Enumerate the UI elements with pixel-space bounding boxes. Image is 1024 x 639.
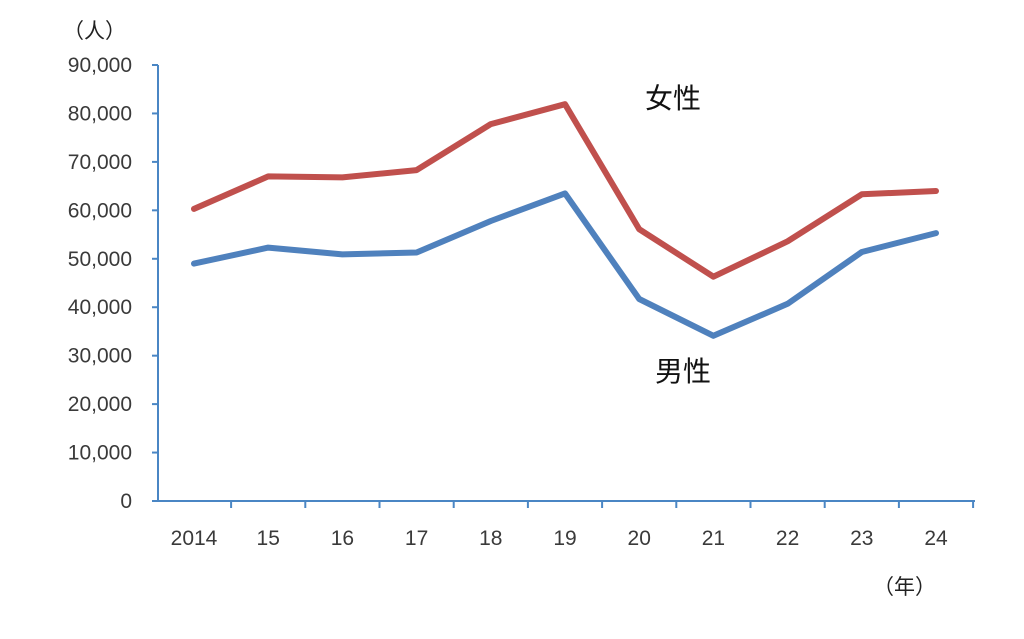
y-axis-unit-label: （人） — [63, 19, 126, 43]
x-tick-label: 17 — [405, 527, 428, 550]
x-tick-label: 22 — [776, 527, 799, 550]
x-tick-label: 24 — [924, 527, 948, 550]
series-label-male: 男性 — [655, 355, 711, 388]
y-tick-label: 50,000 — [68, 248, 132, 271]
y-tick-label: 80,000 — [68, 102, 132, 125]
x-axis-unit-label: （年） — [873, 575, 936, 599]
y-tick-label: 40,000 — [68, 296, 132, 319]
data-point — [636, 226, 642, 232]
data-point — [339, 251, 345, 257]
data-point — [191, 206, 197, 212]
data-point — [265, 245, 271, 251]
data-point — [785, 238, 791, 244]
data-point — [933, 230, 939, 236]
y-axis-ticks: 0 10,000 20,000 30,000 40,000 50,000 60,000 70,… — [68, 54, 158, 513]
y-tick-label: 70,000 — [68, 151, 132, 174]
data-point — [265, 173, 271, 179]
data-point — [933, 188, 939, 194]
x-axis-ticks: 2014 15 16 17 18 19 20 21 22 23 24 — [171, 501, 975, 550]
data-point — [859, 249, 865, 255]
x-tick-label: 2014 — [171, 527, 218, 550]
x-tick-label: 20 — [628, 527, 651, 550]
data-point — [710, 333, 716, 339]
y-tick-label: 10,000 — [68, 442, 132, 465]
data-point — [710, 274, 716, 280]
data-point — [488, 121, 494, 127]
y-tick-label: 90,000 — [68, 54, 132, 77]
x-tick-label: 15 — [257, 527, 280, 550]
chart-axes — [157, 65, 975, 502]
data-point — [785, 301, 791, 307]
data-point — [488, 218, 494, 224]
x-tick-label: 19 — [553, 527, 576, 550]
x-tick-label: 16 — [331, 527, 354, 550]
data-point — [414, 249, 420, 255]
data-point — [562, 190, 568, 196]
data-point — [414, 167, 420, 173]
x-tick-label: 21 — [702, 527, 725, 550]
y-tick-label: 0 — [120, 490, 132, 513]
y-tick-label: 30,000 — [68, 345, 132, 368]
y-tick-label: 60,000 — [68, 199, 132, 222]
data-point — [191, 261, 197, 267]
series-lines — [191, 101, 939, 339]
data-point — [339, 174, 345, 180]
data-point — [562, 101, 568, 107]
series-label-female: 女性 — [645, 82, 701, 115]
y-tick-label: 20,000 — [68, 393, 132, 416]
data-point — [859, 191, 865, 197]
data-point — [636, 296, 642, 302]
x-tick-label: 18 — [479, 527, 502, 550]
x-tick-label: 23 — [850, 527, 873, 550]
